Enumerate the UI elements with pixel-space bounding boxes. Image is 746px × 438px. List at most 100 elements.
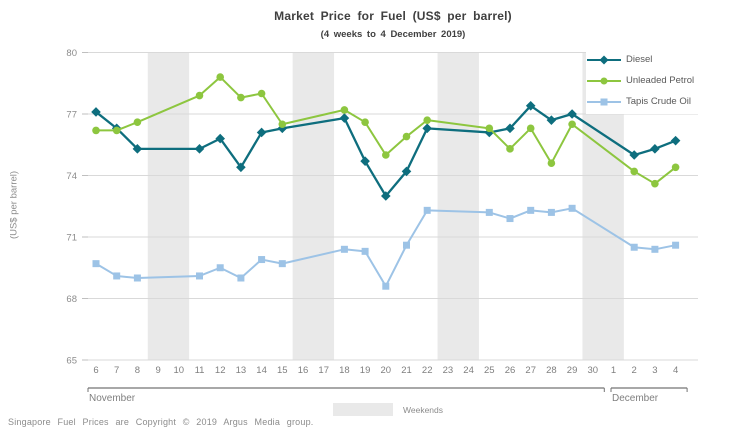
x-day-label: 29 <box>567 365 578 376</box>
legend-item-tapis-crude-oil: Tapis Crude Oil <box>586 91 742 112</box>
data-point-circle <box>402 132 411 141</box>
data-point-circle <box>92 126 100 135</box>
data-point-diamond <box>650 144 660 154</box>
chart-subtitle: (4 weeks to 4 December 2019) <box>320 29 466 40</box>
data-point-circle <box>340 106 349 114</box>
x-day-label: 18 <box>339 365 350 376</box>
data-point-circle <box>216 73 224 81</box>
data-point-diamond <box>360 156 370 166</box>
data-point-square <box>568 204 576 212</box>
data-point-diamond <box>525 101 536 111</box>
month-label-november: November <box>89 393 136 404</box>
weekend-band <box>437 52 479 360</box>
x-day-label: 25 <box>484 365 495 376</box>
data-point-square <box>216 264 224 272</box>
data-point-circle <box>278 120 287 129</box>
x-day-label: 23 <box>443 365 454 376</box>
data-point-circle <box>485 124 494 133</box>
data-point-square <box>278 260 286 268</box>
data-point-square <box>547 208 555 216</box>
chart-title: Market Price for Fuel (US$ per barrel) <box>274 9 512 23</box>
x-day-label: 13 <box>236 365 247 376</box>
x-day-label: 10 <box>174 365 185 376</box>
data-point-diamond <box>629 150 639 160</box>
data-point-circle <box>195 91 204 100</box>
data-point-diamond <box>256 127 267 138</box>
x-day-label: 22 <box>422 365 433 376</box>
diamond-legend-marker-icon <box>587 55 621 64</box>
y-tick-label: 74 <box>66 171 77 182</box>
x-day-label: 12 <box>215 365 226 376</box>
x-day-label: 19 <box>360 365 371 376</box>
data-point-circle <box>651 179 659 188</box>
x-day-label: 11 <box>195 365 205 376</box>
legend-label: Unleaded Petrol <box>626 75 695 86</box>
x-day-label: 2 <box>632 365 637 376</box>
data-point-diamond <box>236 162 246 173</box>
month-label-december: December <box>612 393 659 404</box>
x-day-label: 7 <box>114 365 119 376</box>
y-tick-label: 65 <box>66 356 77 367</box>
data-point-diamond <box>215 133 225 144</box>
legend-label: Diesel <box>626 54 653 65</box>
y-tick-label: 68 <box>66 294 77 305</box>
data-point-diamond <box>670 135 681 146</box>
data-point-circle <box>568 120 576 129</box>
data-point-square <box>382 282 390 290</box>
x-day-label: 14 <box>256 365 267 376</box>
x-day-label: 4 <box>673 365 678 376</box>
data-point-diamond <box>381 191 391 201</box>
data-point-circle <box>423 116 432 124</box>
x-day-label: 26 <box>505 365 516 376</box>
x-day-label: 21 <box>401 365 412 376</box>
data-point-circle <box>257 89 266 98</box>
x-day-label: 8 <box>135 365 140 376</box>
x-day-label: 20 <box>381 365 392 376</box>
data-point-circle <box>112 126 121 135</box>
weekend-band-swatch <box>333 403 393 416</box>
legend-item-unleaded-petrol: Unleaded Petrol <box>586 70 742 91</box>
x-day-label: 28 <box>546 365 557 376</box>
data-point-diamond <box>339 113 350 123</box>
data-point-square <box>672 241 680 249</box>
data-point-diamond <box>422 123 432 134</box>
x-day-label: 9 <box>155 365 160 376</box>
data-point-square <box>423 206 431 214</box>
y-tick-label: 71 <box>66 233 77 244</box>
weekends-key: Weekends <box>333 403 443 416</box>
legend-item-diesel: Diesel <box>586 49 742 70</box>
data-point-circle <box>526 124 535 133</box>
weekend-band <box>292 52 335 360</box>
data-point-square <box>258 256 266 264</box>
y-tick-label: 80 <box>66 48 77 59</box>
data-point-circle <box>630 167 638 176</box>
y-axis-title: (US$ per barrel) <box>8 170 20 240</box>
data-point-circle <box>361 118 369 126</box>
data-point-diamond <box>194 144 205 154</box>
x-day-label: 24 <box>463 365 474 376</box>
square-legend-marker-icon <box>587 98 621 105</box>
data-point-diamond <box>567 109 577 119</box>
weekend-band <box>147 52 190 360</box>
data-point-diamond <box>91 107 101 117</box>
x-day-label: 3 <box>652 365 657 376</box>
x-day-label: 15 <box>277 365 288 376</box>
x-day-label: 30 <box>588 365 599 376</box>
x-day-label: 1 <box>611 365 616 376</box>
data-point-diamond <box>546 115 557 125</box>
data-point-square <box>651 245 659 253</box>
data-point-circle <box>133 118 142 126</box>
data-point-circle <box>237 93 245 102</box>
data-point-square <box>92 260 100 268</box>
data-point-square <box>485 208 493 216</box>
data-point-square <box>237 274 245 282</box>
data-point-circle <box>506 145 514 153</box>
data-point-diamond <box>132 144 143 154</box>
data-point-square <box>361 247 369 255</box>
data-point-square <box>527 206 535 214</box>
data-point-square <box>630 243 638 251</box>
data-point-diamond <box>401 166 412 177</box>
weekends-label: Weekends <box>403 404 444 415</box>
circle-legend-marker-icon <box>587 77 621 84</box>
copyright-text: Singapore Fuel Prices are Copyright © 20… <box>8 417 314 427</box>
